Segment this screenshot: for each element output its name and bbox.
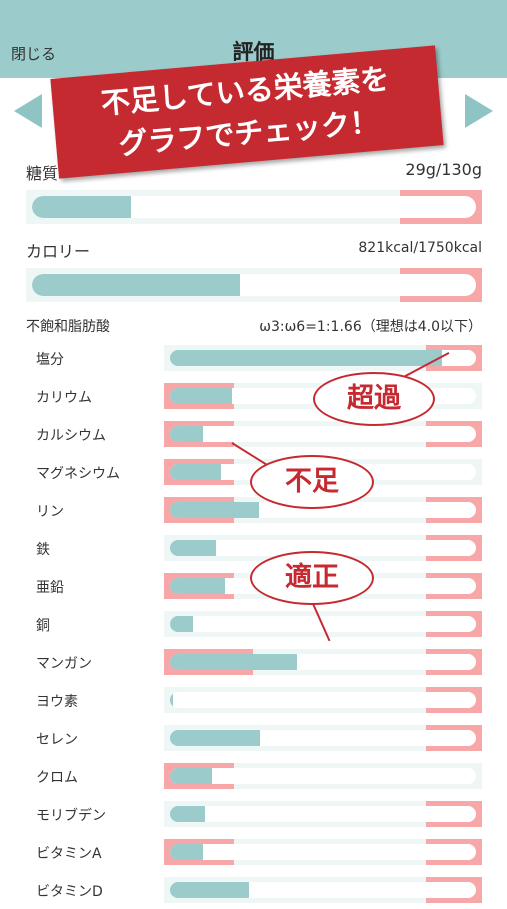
- nutrient-row: ビタミンD: [0, 871, 507, 909]
- nutrient-label: リン: [36, 504, 64, 520]
- calories-value: 821kcal/1750kcal: [358, 240, 482, 256]
- proper-callout: 適正: [250, 551, 374, 605]
- nutrient-bar-fill: [170, 464, 221, 480]
- nutrient-bar: [164, 535, 482, 561]
- nutrient-bar: [164, 839, 482, 865]
- nutrient-bar-fill: [170, 578, 226, 594]
- nutrient-row: マンガン: [0, 643, 507, 681]
- nutrient-bar-fill: [170, 844, 203, 860]
- nutrient-label: ビタミンD: [36, 884, 103, 900]
- calories-bar: [26, 268, 482, 302]
- next-arrow-icon[interactable]: [465, 94, 493, 128]
- fatty-acid-label: 不飽和脂肪酸: [26, 319, 110, 335]
- nutrient-row: ヨウ素: [0, 681, 507, 719]
- carbs-bar-fill: [32, 196, 131, 218]
- nutrient-label: ヨウ素: [36, 694, 78, 710]
- carbs-value: 29g/130g: [405, 160, 482, 179]
- nutrient-label: クロム: [36, 770, 78, 786]
- fatty-acid-value: ω3:ω6=1:1.66（理想は4.0以下）: [259, 319, 482, 335]
- nutrient-label: マグネシウム: [36, 466, 120, 482]
- nutrient-row: クロム: [0, 757, 507, 795]
- nutrient-bar: [164, 421, 482, 447]
- excess-callout: 超過: [313, 372, 435, 426]
- carbs-label: 糖質: [26, 164, 59, 183]
- deficient-callout: 不足: [250, 455, 374, 509]
- nutrient-label: ビタミンA: [36, 846, 102, 862]
- nutrient-bar: [164, 687, 482, 713]
- close-button[interactable]: 閉じる: [11, 45, 57, 63]
- nutrient-row: セレン: [0, 719, 507, 757]
- nutrient-bar-fill: [170, 540, 216, 556]
- calories-label: カロリー: [26, 242, 91, 261]
- nutrient-bar: [164, 497, 482, 523]
- nutrient-label: カリウム: [36, 390, 92, 406]
- nutrient-bar-fill: [170, 426, 203, 442]
- nutrient-bar-fill: [170, 654, 297, 670]
- nutrient-label: 鉄: [36, 542, 50, 558]
- nutrient-label: 銅: [36, 618, 50, 634]
- nutrient-row: 塩分: [0, 339, 507, 377]
- nutrient-label: モリブデン: [36, 808, 106, 824]
- nutrient-bar-fill: [170, 882, 249, 898]
- nutrient-bar-fill: [170, 806, 205, 822]
- calories-bar-fill: [32, 274, 241, 296]
- nutrient-bar: [164, 801, 482, 827]
- nutrient-label: 塩分: [36, 352, 64, 368]
- nutrient-bar-fill: [170, 692, 174, 708]
- nutrient-row: リン: [0, 491, 507, 529]
- nutrient-row: ビタミンA: [0, 833, 507, 871]
- nutrient-bar: [164, 725, 482, 751]
- nutrient-bar: [164, 877, 482, 903]
- prev-arrow-icon[interactable]: [14, 94, 42, 128]
- nutrient-bar-fill: [170, 616, 193, 632]
- nutrient-row: カルシウム: [0, 415, 507, 453]
- nutrient-row: モリブデン: [0, 795, 507, 833]
- nutrient-label: カルシウム: [36, 428, 106, 444]
- nutrient-bar: [164, 763, 482, 789]
- nutrient-bar-fill: [170, 768, 213, 784]
- nutrient-bar-fill: [170, 350, 442, 366]
- nutrient-bar-fill: [170, 388, 233, 404]
- nutrient-bar-fill: [170, 502, 259, 518]
- nutrient-row: 鉄: [0, 529, 507, 567]
- nutrient-label: 亜鉛: [36, 580, 64, 596]
- nutrient-row: 銅: [0, 605, 507, 643]
- carbs-bar: [26, 190, 482, 224]
- nutrient-label: マンガン: [36, 656, 92, 672]
- nutrient-bar: [164, 345, 482, 371]
- nutrient-bar-fill: [170, 730, 260, 746]
- nutrient-label: セレン: [36, 732, 78, 748]
- nutrient-bar: [164, 649, 482, 675]
